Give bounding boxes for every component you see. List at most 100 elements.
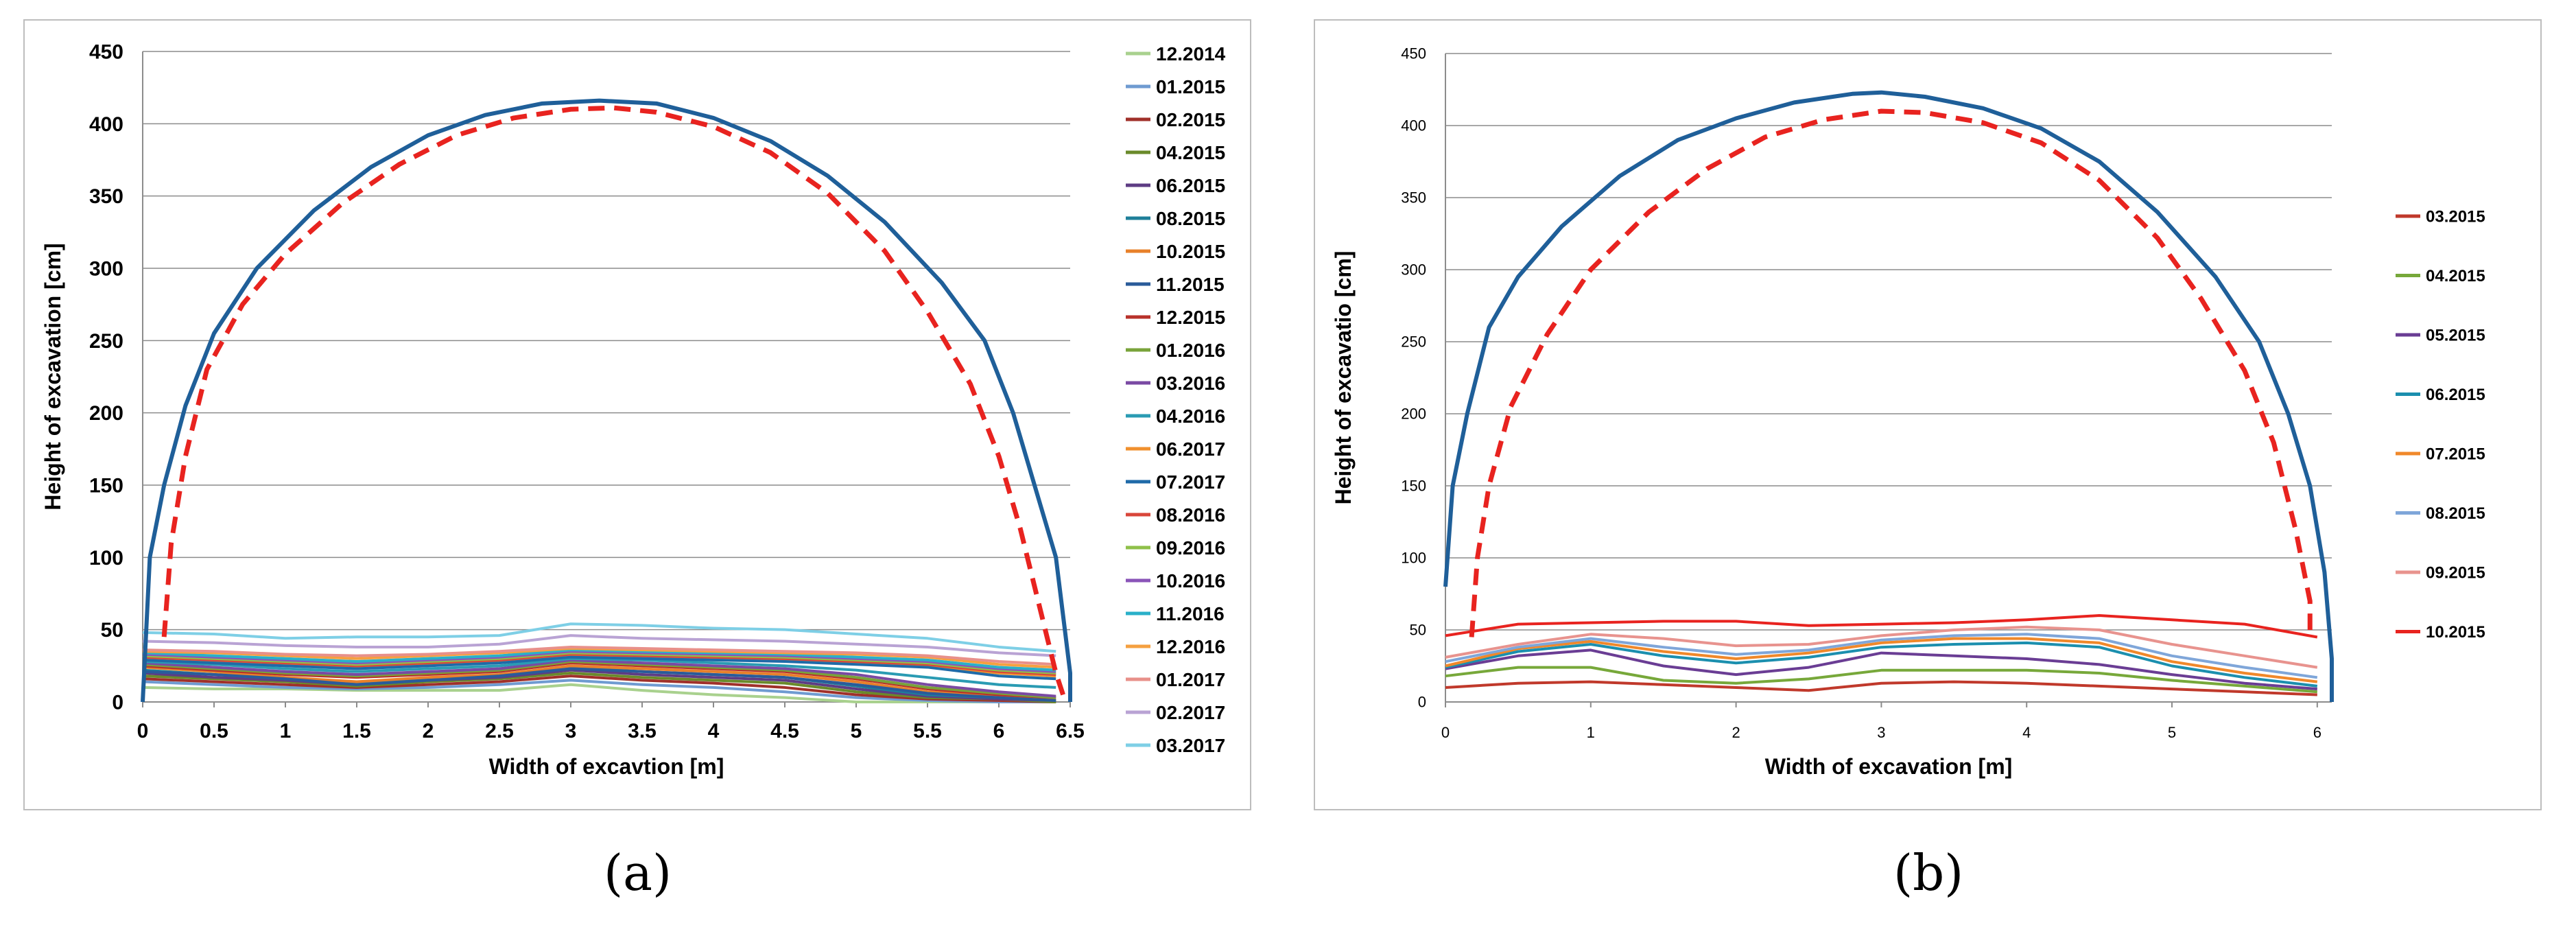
legend-label: 06.2017	[1156, 438, 1225, 460]
legend-label: 11.2015	[1156, 274, 1225, 295]
legend-label: 08.2016	[1156, 504, 1225, 526]
y-tick-label: 0	[1418, 694, 1426, 711]
series-line-12.2015	[142, 661, 1056, 699]
caption-a: (a)	[604, 844, 672, 902]
legend-label: 05.2015	[2426, 327, 2485, 345]
design-profile	[161, 105, 1065, 696]
series-line-01.2015	[142, 679, 1056, 703]
series-line-08.2016	[142, 653, 1056, 676]
legend-label: 04.2015	[2426, 267, 2485, 285]
legend-label: 02.2017	[1156, 702, 1225, 723]
legend-label: 07.2017	[1156, 471, 1225, 493]
legend-label: 01.2016	[1156, 340, 1225, 361]
chart-panel-b: 0 50 100 150 200 250 300 350 400 450 0 1 2 3 4 5 6 Width …	[1314, 19, 2542, 810]
legend-label: 03.2015	[2426, 208, 2485, 226]
x-tick-label: 5	[851, 720, 862, 742]
series-line-11.2015	[142, 667, 1056, 702]
x-tick-label: 6	[993, 720, 1005, 742]
series-line-02.2015	[142, 675, 1056, 703]
y-tick-label: 300	[1401, 261, 1426, 279]
legend-label: 12.2014	[1156, 43, 1226, 65]
y-tick-label: 300	[89, 258, 123, 281]
x-tick-label: 2.5	[485, 720, 514, 742]
x-tick-label: 4	[708, 720, 720, 742]
legend-label: 01.2015	[1156, 76, 1225, 97]
x-tick-label: 1.5	[342, 720, 371, 742]
series-line-04.2016	[142, 657, 1056, 689]
y-tick-label: 350	[89, 185, 123, 208]
legend-label: 03.2017	[1156, 735, 1225, 756]
y-tick-label: 50	[1410, 622, 1426, 639]
legend-label: 02.2015	[1156, 109, 1225, 130]
x-tick-label: 0	[137, 720, 149, 742]
series-line-06.2015	[1445, 641, 2318, 688]
design-profile	[1469, 108, 2313, 637]
excavation-outline	[141, 98, 1072, 703]
series-line-12.2016	[142, 647, 1056, 669]
y-axis-title: Height of excavation [cm]	[40, 243, 65, 510]
x-tick-label: 6	[2313, 724, 2321, 741]
legend-label: 09.2016	[1156, 537, 1225, 559]
y-tick-label: 250	[1401, 333, 1426, 351]
legend-label: 12.2016	[1156, 636, 1225, 657]
legend-label: 10.2015	[1156, 241, 1225, 262]
legend-label: 08.2015	[1156, 208, 1225, 229]
series-line-03.2015	[1445, 680, 2317, 696]
chart-b-svg: 0 50 100 150 200 250 300 350 400 450 0 1 2 3 4 5 6 Width …	[1331, 45, 2485, 779]
y-tick-label: 150	[1401, 478, 1426, 495]
y-tick-label: 150	[89, 475, 123, 497]
x-axis-title: Width of excavation [m]	[1765, 754, 2013, 779]
x-tick-label: 0.5	[200, 720, 228, 742]
legend-label: 10.2015	[2426, 623, 2485, 642]
series-line-03.2017	[142, 622, 1056, 653]
chart-a-svg: 0 50 100 150 200 250 300 350 400 450 0 0.5 1 1.5 2 2.5 3…	[40, 41, 1226, 779]
x-tick-label: 3.5	[628, 720, 657, 742]
x-tick-label: 5.5	[913, 720, 942, 742]
y-tick-label: 100	[89, 547, 123, 570]
legend-label: 10.2016	[1156, 570, 1225, 591]
legend-label: 04.2015	[1156, 142, 1225, 163]
x-tick-label: 3	[1877, 724, 1885, 741]
series-line-10.2015	[1445, 614, 2318, 639]
caption-b: (b)	[1893, 844, 1964, 902]
x-tick-label: 1	[1587, 724, 1595, 741]
x-tick-label: 0	[1441, 724, 1450, 741]
legend-label: 03.2016	[1156, 373, 1225, 394]
series-line-11.2016	[142, 648, 1056, 672]
legend-label: 07.2015	[2426, 445, 2485, 464]
y-tick-label: 50	[101, 619, 123, 642]
series-line-10.2015	[142, 664, 1056, 701]
legend-label: 12.2015	[1156, 307, 1225, 328]
series-lines	[1445, 614, 2318, 696]
gridlines	[143, 51, 1070, 703]
x-axis-title: Width of excavtion [m]	[489, 754, 724, 779]
y-tick-label: 250	[89, 330, 123, 353]
legend-label: 08.2015	[2426, 504, 2485, 523]
legend-label: 04.2016	[1156, 406, 1225, 427]
y-tick-label: 200	[89, 402, 123, 425]
y-tick-label: 400	[1401, 117, 1426, 134]
x-tick-label: 5	[2168, 724, 2176, 741]
series-line-01.2017	[142, 645, 1056, 666]
y-axis-title: Height of excavatio [cm]	[1331, 251, 1356, 505]
x-tick-label: 4.5	[770, 720, 799, 742]
series-line-04.2015	[142, 671, 1056, 703]
legend: 03.2015 04.2015 05.2015 06.2015 07.2015 08.20…	[2396, 208, 2485, 642]
y-tick-label: 450	[89, 41, 123, 64]
series-line-09.2016	[142, 651, 1056, 675]
series-line-03.2016	[142, 658, 1056, 698]
x-tick-label: 3	[565, 720, 577, 742]
series-line-01.2016	[142, 660, 1056, 699]
y-tick-label: 350	[1401, 189, 1426, 207]
series-line-04.2015	[1445, 666, 2317, 694]
y-tick-label: 450	[1401, 45, 1426, 62]
x-tick-label: 4	[2022, 724, 2031, 741]
y-tick-label: 0	[112, 692, 123, 714]
x-tick-label: 1	[280, 720, 292, 742]
legend-label: 01.2017	[1156, 669, 1225, 690]
y-tick-label: 200	[1401, 406, 1426, 423]
excavation-outline	[1443, 90, 2334, 702]
series-line-09.2015	[1445, 625, 2318, 669]
x-tick-label: 2	[423, 720, 434, 742]
x-tick-label: 2	[1732, 724, 1740, 741]
